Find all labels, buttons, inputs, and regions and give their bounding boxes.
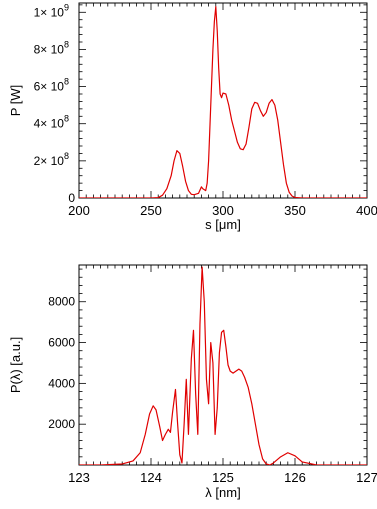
x-tick-label: 300 xyxy=(212,203,234,218)
y-tick-label: 6000 xyxy=(48,336,75,350)
x-axis-label: s [μm] xyxy=(205,217,241,232)
x-tick-label: 123 xyxy=(68,470,90,485)
y-tick-label: 8× 108 xyxy=(34,39,69,56)
power-vs-position-panel: 200 250 300 350 400 0 2× 108 4× 108 6× 108 8× 108… xyxy=(8,2,377,232)
x-tick-label: 250 xyxy=(140,203,162,218)
y-tick-label: 4× 108 xyxy=(34,114,69,131)
x-tick-label: 350 xyxy=(284,203,306,218)
x-tick-label: 124 xyxy=(140,470,162,485)
x-tick-label: 127 xyxy=(356,470,377,485)
y-tick-label: 2000 xyxy=(48,417,75,431)
y-tick-label: 8000 xyxy=(48,295,75,309)
y-tick-label: 4000 xyxy=(48,376,75,390)
x-tick-label: 200 xyxy=(68,203,90,218)
y-tick-label: 0 xyxy=(68,191,75,205)
y-tick-label: 6× 108 xyxy=(34,77,69,94)
series-line xyxy=(79,266,367,465)
x-tick-label: 126 xyxy=(284,470,306,485)
x-tick-label: 125 xyxy=(212,470,234,485)
x-axis-label: λ [nm] xyxy=(205,485,240,500)
x-tick-label: 400 xyxy=(356,203,377,218)
y-tick-label: 1× 109 xyxy=(34,2,69,19)
y-axis-label: P(λ) [a.u.] xyxy=(8,337,23,393)
plot-frame xyxy=(78,264,368,466)
y-axis-label: P [W] xyxy=(8,85,23,117)
y-tick-label: 2× 108 xyxy=(34,151,69,168)
series-line xyxy=(79,6,367,198)
plot-frame xyxy=(78,2,368,199)
spectrum-panel: 123 124 125 126 127 2000 4000 6000 8000 λ [nm] P(λ… xyxy=(8,264,377,500)
